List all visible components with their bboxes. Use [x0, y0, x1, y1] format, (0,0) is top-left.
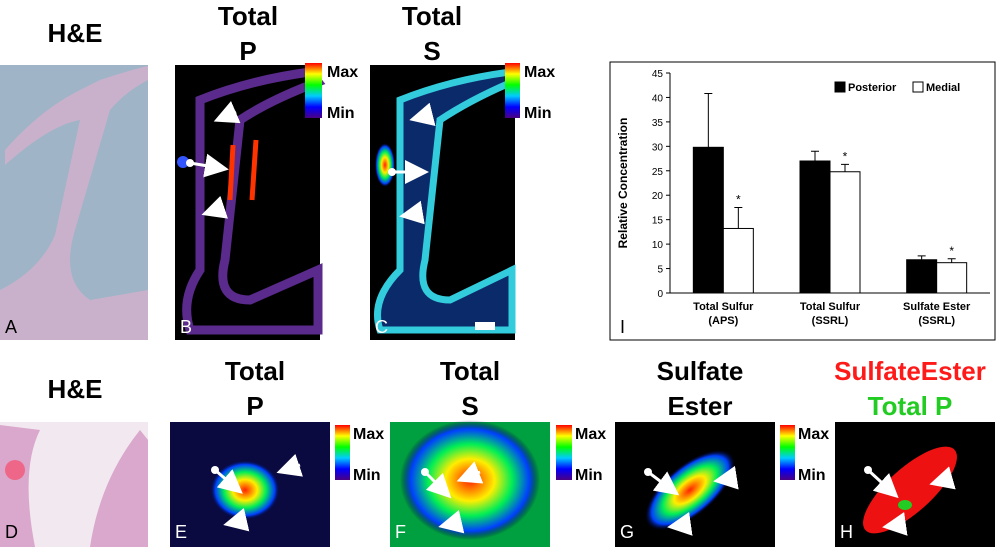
y-tick-label: 20 [652, 191, 664, 202]
annotation: * [736, 192, 741, 206]
panel-letter: B [180, 317, 192, 337]
x-tick-label: Sulfate Ester [903, 301, 971, 313]
panel-title: H&E [48, 18, 103, 48]
annotation: * [843, 149, 848, 163]
y-tick-label: 25 [652, 167, 664, 178]
annotation: * [949, 244, 954, 258]
scale-label: Max [798, 426, 829, 443]
legend-swatch [912, 81, 924, 93]
y-tick-label: 35 [652, 118, 664, 129]
x-tick-label: Total Sulfur [800, 301, 861, 313]
colorbar [305, 63, 322, 118]
panel-title: Total [402, 1, 462, 31]
panel-title: SulfateEster [834, 356, 986, 386]
y-tick-label: 5 [657, 265, 663, 276]
scale-label: Max [575, 426, 606, 443]
image-a [0, 65, 148, 340]
panel-title: Total [225, 356, 285, 386]
bar [936, 262, 968, 294]
image-h [835, 422, 995, 547]
x-tick-label: (APS) [708, 315, 738, 327]
x-tick-label: Total Sulfur [693, 301, 754, 313]
bar [722, 227, 754, 294]
scale-label: Min [353, 467, 381, 484]
y-tick-label: 15 [652, 216, 664, 227]
colorbar [505, 63, 520, 118]
scale-label: Min [524, 105, 552, 122]
legend-label: Posterior [848, 82, 897, 94]
error-bar [704, 93, 713, 148]
panel-title: Sulfate [657, 356, 744, 386]
bar [692, 146, 724, 294]
colorbar [335, 425, 350, 480]
colorbar [556, 425, 572, 480]
panel-letter: A [5, 317, 17, 337]
image-f [390, 420, 550, 547]
y-tick-label: 0 [657, 289, 663, 300]
y-tick-label: 40 [652, 93, 664, 104]
x-tick-label: (SSRL) [812, 315, 849, 327]
image-e [170, 422, 330, 547]
panel-title: S [461, 391, 478, 421]
panel-title: Total P [868, 391, 953, 421]
error-bar [947, 258, 956, 263]
scale-label: Max [327, 64, 358, 81]
error-bar [917, 255, 926, 260]
scale-label: Max [353, 426, 384, 443]
panel-title: H&E [48, 374, 103, 404]
chart-frame [609, 61, 996, 341]
legend-label: Medial [926, 82, 960, 94]
panel-title: S [423, 36, 440, 66]
y-axis-label: Relative Concentration [616, 118, 630, 249]
legend-swatch [834, 81, 846, 93]
error-bar [734, 206, 743, 229]
bar [906, 259, 938, 294]
panel-title: P [246, 391, 263, 421]
y-tick-label: 45 [652, 69, 664, 80]
panel-letter: I [620, 317, 625, 337]
bar [799, 160, 831, 294]
colorbar [780, 425, 795, 480]
y-tick-label: 30 [652, 142, 664, 153]
panel-letter: D [5, 522, 18, 542]
scale-label: Max [524, 64, 555, 81]
panel-letter: F [395, 522, 406, 542]
image-d [0, 422, 148, 547]
panel-title: Ester [667, 391, 732, 421]
image-g [615, 422, 775, 547]
panel-letter: G [620, 522, 634, 542]
x-tick-label: (SSRL) [918, 315, 955, 327]
image-c [370, 65, 516, 340]
error-bar [841, 163, 849, 172]
scale-label: Min [575, 467, 603, 484]
panel-title: Total [218, 1, 278, 31]
y-tick-label: 10 [652, 240, 664, 251]
panel-letter: C [375, 317, 388, 337]
error-bar [811, 150, 819, 161]
panel-title: Total [440, 356, 500, 386]
panel-title: P [239, 36, 256, 66]
scale-label: Min [798, 467, 826, 484]
panel-letter: E [175, 522, 187, 542]
scale-label: Min [327, 105, 355, 122]
bar [829, 171, 861, 294]
image-b [175, 65, 326, 340]
panel-letter: H [840, 522, 853, 542]
